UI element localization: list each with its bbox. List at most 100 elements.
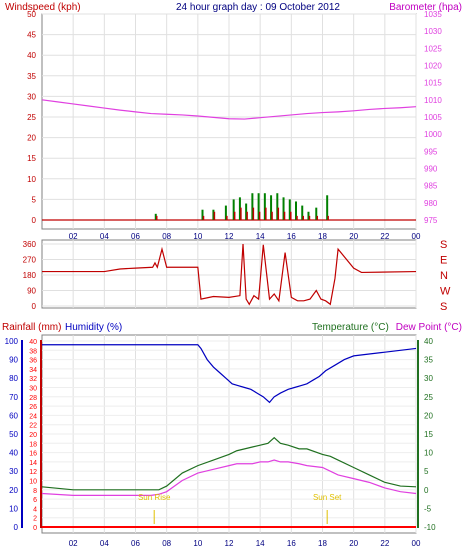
humidity-tick: 40 [9, 449, 18, 458]
barometer-tick: 985 [424, 182, 438, 191]
rainfall-tick: 26 [29, 404, 37, 411]
temp-x-tick: 22 [380, 539, 389, 548]
temp-x-tick: 02 [69, 539, 78, 548]
direction-letter: W [440, 286, 451, 298]
barometer-tick: 1035 [424, 10, 442, 19]
rainfall-tick: 18 [29, 441, 37, 448]
humidity-tick: 10 [9, 504, 18, 513]
temperature-tick: 35 [424, 356, 433, 365]
temp-x-tick: 06 [131, 539, 140, 548]
temperature-tick: 15 [424, 430, 433, 439]
direction-series [42, 243, 417, 306]
temperature-tick: 10 [424, 449, 433, 458]
barometer-tick: 1025 [424, 44, 442, 53]
direction-tick: 90 [27, 287, 36, 296]
barometer-tick: 1010 [424, 96, 442, 105]
temp-x-tick: 04 [100, 539, 109, 548]
temperature-tick: 40 [424, 337, 433, 346]
temperature-series [41, 436, 417, 491]
dewpoint-series [41, 459, 417, 496]
temp-x-tick: 20 [349, 539, 358, 548]
humidity-series [42, 344, 417, 404]
direction-letter: S [440, 239, 447, 251]
sunset-label: Sun Set [313, 493, 342, 502]
temperature-tick: 0 [424, 486, 429, 495]
rainfall-tick: 24 [29, 413, 37, 420]
windspeed-tick: 15 [27, 154, 36, 163]
temp-x-tick: 18 [318, 539, 327, 548]
temp-x-tick: 14 [256, 539, 265, 548]
barometer-tick: 990 [424, 165, 438, 174]
temp-x-tick: 10 [193, 539, 202, 548]
barometer-tick: 1000 [424, 130, 442, 139]
rainfall-tick: 2 [33, 516, 37, 523]
rainfall-tick: 22 [29, 423, 37, 430]
wind-x-tick: 02 [69, 232, 78, 241]
humidity-tick: 60 [9, 411, 18, 420]
windspeed-tick: 45 [27, 31, 36, 40]
rainfall-tick: 16 [29, 451, 37, 458]
humidity-tick: 100 [5, 337, 19, 346]
temp-x-tick: 16 [287, 539, 296, 548]
direction-tick: 270 [23, 256, 37, 265]
humidity-tick: 0 [14, 523, 19, 532]
windspeed-tick: 30 [27, 92, 36, 101]
wind-x-tick: 16 [287, 232, 296, 241]
rainfall-tick: 28 [29, 395, 37, 402]
direction-tick: 360 [23, 240, 37, 249]
rainfall-tick: 14 [29, 460, 37, 467]
temp-x-tick: 08 [162, 539, 171, 548]
sunrise-label: Sun Rise [138, 493, 171, 502]
windspeed-axis-label: Windspeed (kph) [5, 2, 81, 13]
rainfall-tick: 36 [29, 358, 37, 365]
direction-tick: 0 [32, 302, 37, 311]
temp-x-tick: 00 [412, 539, 421, 548]
dewpoint-axis-label: Dew Point (°C) [396, 322, 462, 333]
barometer-tick: 995 [424, 147, 438, 156]
rainfall-tick: 0 [33, 525, 37, 532]
rainfall-tick: 20 [29, 432, 37, 439]
barometer-tick: 1015 [424, 79, 442, 88]
wind-x-tick: 00 [412, 232, 421, 241]
direction-tick: 180 [23, 271, 37, 280]
wind-x-tick: 08 [162, 232, 171, 241]
temperature-tick: -5 [424, 504, 432, 513]
humidity-tick: 50 [9, 430, 18, 439]
wind-x-tick: 10 [193, 232, 202, 241]
barometer-tick: 975 [424, 216, 438, 225]
barometer-tick: 1020 [424, 62, 442, 71]
barometer-tick: 1030 [424, 27, 442, 36]
wind-x-tick: 14 [256, 232, 265, 241]
temp-x-tick: 12 [225, 539, 234, 548]
humidity-tick: 80 [9, 374, 18, 383]
windspeed-tick: 0 [32, 216, 37, 225]
humidity-axis-label: Humidity (%) [65, 322, 122, 333]
rainfall-tick: 34 [29, 367, 37, 374]
temperature-tick: 30 [424, 374, 433, 383]
temperature-tick: 20 [424, 411, 433, 420]
humidity-tick: 70 [9, 393, 18, 402]
rainfall-tick: 38 [29, 348, 37, 355]
direction-letter: N [440, 270, 448, 282]
direction-letter: S [440, 301, 447, 313]
wind-x-tick: 12 [225, 232, 234, 241]
rainfall-tick: 10 [29, 479, 37, 486]
windspeed-tick: 25 [27, 113, 36, 122]
windspeed-tick: 35 [27, 72, 36, 81]
humidity-tick: 20 [9, 486, 18, 495]
temperature-tick: 5 [424, 467, 429, 476]
rainfall-tick: 30 [29, 386, 37, 393]
direction-letter: E [440, 255, 447, 267]
windspeed-tick: 10 [27, 175, 36, 184]
barometer-series [41, 99, 417, 120]
page-title: 24 hour graph day : 09 October 2012 [176, 2, 340, 13]
wind-x-tick: 20 [349, 232, 358, 241]
temperature-tick: -10 [424, 523, 436, 532]
wind-x-tick: 06 [131, 232, 140, 241]
windspeed-tick: 50 [27, 10, 36, 19]
rainfall-axis-label: Rainfall (mm) [2, 322, 61, 333]
barometer-tick: 980 [424, 199, 438, 208]
humidity-tick: 90 [9, 356, 18, 365]
rainfall-tick: 4 [33, 506, 37, 513]
